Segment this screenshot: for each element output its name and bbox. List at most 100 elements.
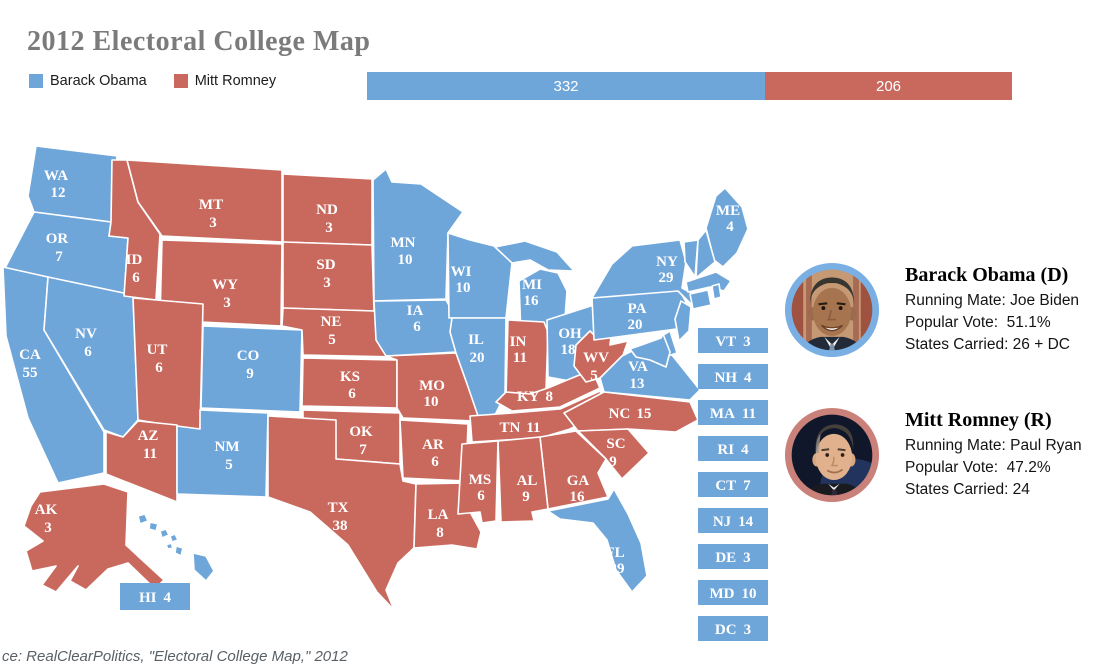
legend-item-obama: Barack Obama	[29, 73, 147, 89]
state-fl[interactable]	[547, 488, 648, 593]
obama-photo	[784, 262, 880, 358]
callout-box-ma[interactable]	[698, 400, 768, 425]
callout-label-ri: RI 4	[717, 442, 749, 458]
state-label-oh: OH 18	[558, 326, 582, 358]
state-label-ca: CA 55	[19, 347, 41, 381]
state-label-ky: KY 8	[517, 389, 553, 405]
state-ut[interactable]	[132, 297, 204, 431]
state-label-or: OR 7	[46, 231, 69, 265]
callout-box-hi[interactable]	[120, 583, 190, 610]
state-label-pa: PA 20	[628, 301, 647, 333]
callout-box-de[interactable]	[698, 544, 768, 569]
state-hi[interactable]	[137, 513, 215, 582]
state-label-ar: AR 6	[422, 437, 444, 470]
state-ct[interactable]	[689, 289, 712, 310]
state-label-me: ME 4	[716, 203, 740, 235]
state-label-va: VA 13	[628, 359, 648, 392]
state-label-ga: GA 16	[567, 473, 590, 505]
state-label-mi: MI 16	[522, 277, 542, 309]
state-label-wy: WY 3	[212, 277, 238, 311]
obama-photo-ring	[784, 262, 880, 358]
romney-running-mate: Running Mate: Paul Ryan	[905, 437, 1082, 454]
state-label-nm: NM 5	[215, 439, 240, 473]
romney-ev-segment: 206	[765, 72, 1012, 100]
romney-ev-count: 206	[875, 77, 902, 95]
state-label-mo: MO 10	[419, 378, 445, 410]
state-nm[interactable]	[176, 409, 269, 498]
callout-label-dc: DC 3	[715, 622, 751, 638]
state-label-ok: OK 7	[349, 424, 373, 458]
callout-label-nh: NH 4	[715, 370, 753, 386]
state-label-ne: NE 5	[321, 314, 342, 348]
callout-box-ri[interactable]	[698, 436, 768, 461]
legend-label-romney: Mitt Romney	[194, 73, 277, 89]
obama-popular-vote: Popular Vote: 51.1%	[905, 314, 1051, 331]
state-nh[interactable]	[695, 229, 716, 279]
obama-ev-count: 332	[553, 77, 579, 95]
state-label-ks: KS 6	[340, 369, 360, 402]
callout-box-md[interactable]	[698, 580, 768, 605]
romney-color-swatch	[173, 74, 188, 88]
state-md[interactable]	[629, 333, 671, 368]
state-ri[interactable]	[711, 283, 722, 300]
state-tx[interactable]	[267, 415, 417, 611]
romney-photo-art	[790, 413, 874, 497]
state-label-wi: WI 10	[451, 264, 472, 296]
legend-item-romney: Mitt Romney	[173, 73, 277, 89]
romney-popular-vote: Popular Vote: 47.2%	[905, 459, 1051, 476]
state-label-wa: WA 12	[44, 168, 68, 201]
state-me[interactable]	[705, 187, 749, 268]
state-label-wv: WV 5	[583, 350, 609, 384]
state-labels-layer: WA 12 OR 7 CA 55 NV 6 ID 6 MT 3 WY 3 UT 6 CO 9 AZ 11 NM 5 ND 3 S…	[19, 168, 740, 577]
state-label-la: LA 8	[428, 507, 449, 541]
callout-label-de: DE 3	[715, 550, 750, 566]
callout-label-ma: MA 11	[710, 406, 756, 422]
romney-photo-ring	[784, 407, 880, 503]
callout-label-vt: VT 3	[715, 334, 750, 350]
state-label-id: ID 6	[126, 252, 143, 286]
obama-running-mate: Running Mate: Joe Biden	[905, 292, 1080, 309]
state-mt[interactable]	[126, 159, 283, 243]
state-co[interactable]	[200, 325, 303, 413]
state-vt[interactable]	[683, 239, 699, 278]
state-label-az: AZ 11	[138, 428, 159, 462]
callout-box-vt[interactable]	[698, 328, 768, 353]
obama-color-swatch	[29, 74, 43, 88]
callout-label-nj: NJ 14	[713, 514, 754, 530]
state-nj[interactable]	[674, 300, 692, 342]
callout-label-md: MD 10	[710, 586, 757, 602]
state-ms[interactable]	[457, 440, 499, 524]
state-az[interactable]	[105, 420, 178, 503]
romney-name: Mitt Romney (R)	[905, 409, 1052, 431]
state-label-nc: NC 15	[609, 406, 652, 422]
romney-photo	[784, 407, 880, 503]
state-label-sd: SD 3	[316, 257, 335, 291]
state-label-ut: UT 6	[147, 342, 168, 376]
state-ak[interactable]	[23, 483, 165, 593]
state-label-fl: FL 29	[605, 545, 624, 577]
state-label-al: AL 9	[517, 473, 538, 505]
state-label-co: CO 9	[237, 348, 260, 382]
state-al[interactable]	[497, 436, 549, 523]
callout-label-ct: CT 7	[715, 478, 751, 494]
callout-box-ct[interactable]	[698, 472, 768, 497]
obama-states-carried: States Carried: 26 + DC	[905, 336, 1070, 353]
state-label-in: IN 11	[510, 334, 527, 366]
state-wa[interactable]	[27, 145, 118, 223]
state-label-ny: NY 29	[656, 254, 678, 286]
callout-box-nh[interactable]	[698, 364, 768, 389]
source-note: ce: RealClearPolitics, "Electoral Colleg…	[2, 648, 348, 665]
obama-info-card: Barack Obama (D) Running Mate: Joe Biden…	[905, 264, 1105, 356]
state-label-ak: AK 3	[35, 502, 58, 536]
state-label-sc: SC 9	[606, 436, 625, 470]
callout-box-dc[interactable]	[698, 616, 768, 641]
state-label-nv: NV 6	[75, 326, 97, 360]
romney-info-card: Mitt Romney (R) Running Mate: Paul Ryan …	[905, 409, 1105, 501]
obama-photo-art	[790, 268, 874, 352]
callout-box-nj[interactable]	[698, 508, 768, 533]
states-layer	[2, 145, 749, 611]
small-state-callouts: VT 3 NH 4 MA 11 RI 4 CT 7 NJ 14 DE 3 MD 10 DC 3 HI 4	[120, 328, 768, 641]
state-label-il: IL 20	[468, 332, 484, 366]
state-label-tn: TN 11	[499, 420, 540, 436]
